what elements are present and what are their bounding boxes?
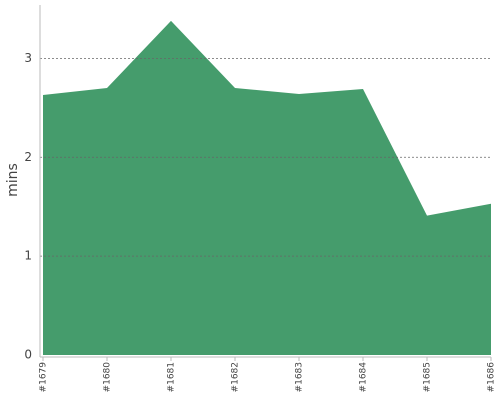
- x-tick-label: #1686: [487, 362, 497, 393]
- area: [43, 20, 491, 355]
- y-tick-label: 1: [24, 249, 32, 263]
- y-tick-label: 2: [24, 150, 32, 164]
- y-axis-label: mins: [5, 163, 21, 197]
- y-tick-label: 3: [24, 51, 32, 65]
- y-tick-label: 0: [24, 348, 32, 362]
- x-tick-label: #1682: [231, 362, 241, 392]
- x-tick-label: #1684: [359, 362, 369, 393]
- x-tick-label: #1685: [423, 362, 433, 392]
- x-tick-label: #1679: [39, 362, 49, 393]
- x-tick-label: #1683: [295, 362, 305, 392]
- x-tick-label: #1680: [103, 362, 113, 393]
- x-tick-label: #1681: [167, 362, 177, 392]
